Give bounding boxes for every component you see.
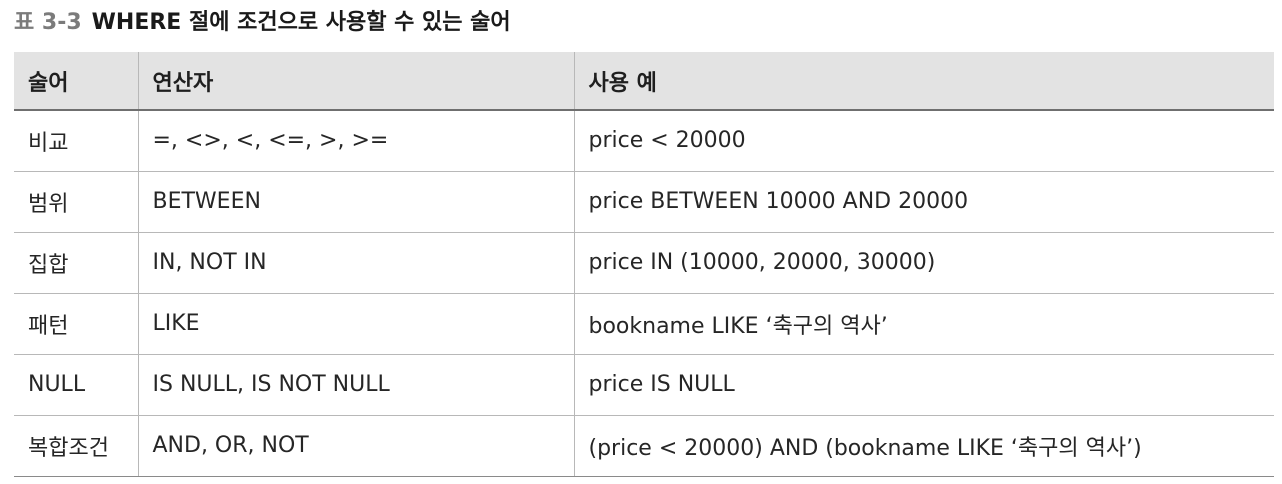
- cell-operator: LIKE: [137, 293, 574, 355]
- cell-operator: AND, OR, NOT: [137, 415, 574, 477]
- cell-predicate: 범위: [14, 171, 138, 233]
- predicate-table: 술어 연산자 사용 예 비교 =, <>, <, <=, >, >= price…: [14, 52, 1274, 477]
- cell-example: bookname LIKE ‘축구의 역사’: [573, 293, 1274, 355]
- table-row: 복합조건 AND, OR, NOT (price < 20000) AND (b…: [14, 415, 1274, 477]
- table-row: 패턴 LIKE bookname LIKE ‘축구의 역사’: [14, 293, 1274, 355]
- cell-example: price BETWEEN 10000 AND 20000: [573, 171, 1274, 233]
- table-row: 집합 IN, NOT IN price IN (10000, 20000, 30…: [14, 232, 1274, 294]
- table-caption: 표 3-3 WHERE 절에 조건으로 사용할 수 있는 술어: [14, 6, 511, 40]
- cell-example: price IS NULL: [573, 354, 1274, 416]
- cell-predicate: NULL: [14, 354, 138, 416]
- cell-predicate: 패턴: [14, 293, 138, 355]
- cell-predicate: 비교: [14, 110, 138, 172]
- cell-example: price IN (10000, 20000, 30000): [573, 232, 1274, 294]
- cell-operator: BETWEEN: [137, 171, 574, 233]
- table-number: 표 3-3: [14, 10, 82, 35]
- header-example: 사용 예: [573, 52, 1274, 111]
- cell-operator: IN, NOT IN: [137, 232, 574, 294]
- table-row: 범위 BETWEEN price BETWEEN 10000 AND 20000: [14, 171, 1274, 233]
- table-row: NULL IS NULL, IS NOT NULL price IS NULL: [14, 354, 1274, 416]
- table-title: WHERE 절에 조건으로 사용할 수 있는 술어: [91, 10, 511, 35]
- header-predicate: 술어: [14, 52, 138, 111]
- cell-predicate: 복합조건: [14, 415, 138, 477]
- cell-predicate: 집합: [14, 232, 138, 294]
- table-header-row: 술어 연산자 사용 예: [14, 52, 1274, 111]
- cell-example: (price < 20000) AND (bookname LIKE ‘축구의 …: [573, 415, 1274, 477]
- header-operator: 연산자: [137, 52, 574, 111]
- cell-example: price < 20000: [573, 110, 1274, 172]
- cell-operator: IS NULL, IS NOT NULL: [137, 354, 574, 416]
- table-row: 비교 =, <>, <, <=, >, >= price < 20000: [14, 110, 1274, 172]
- cell-operator: =, <>, <, <=, >, >=: [137, 110, 574, 172]
